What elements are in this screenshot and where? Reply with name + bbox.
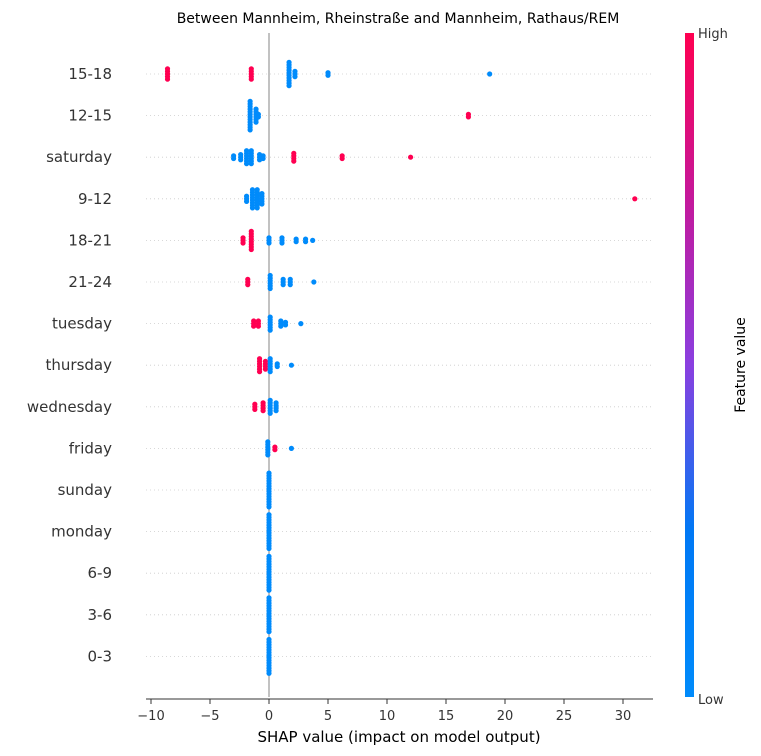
- shap-point: [231, 155, 237, 162]
- shap-point: [251, 323, 257, 329]
- shap-point: [280, 282, 286, 288]
- shap-point: [292, 74, 298, 80]
- x-tick-label: 15: [438, 709, 455, 724]
- shap-point: [253, 119, 259, 125]
- feature-label-9-12: 9-12: [78, 190, 112, 208]
- feature-label-15-18: 15-18: [68, 65, 112, 83]
- shap-point: [272, 447, 278, 453]
- shap-point: [266, 670, 272, 676]
- shap-point: [288, 362, 295, 368]
- feature-label-friday: friday: [69, 439, 112, 457]
- data-points: [164, 59, 638, 676]
- shap-point: [339, 155, 345, 162]
- shap-point: [252, 406, 258, 412]
- feature-labels: 15-18 12-15 saturday 9-12 18-21 21-24 tuesday t…: [27, 65, 112, 665]
- shap-point: [408, 154, 414, 160]
- shap-point: [266, 587, 272, 593]
- shap-point: [291, 158, 297, 164]
- shap-point: [266, 504, 272, 510]
- x-axis-title: SHAP value (impact on model output): [257, 728, 540, 746]
- shap-point: [325, 72, 331, 78]
- shap-point: [266, 629, 272, 635]
- shap-point: [287, 282, 293, 288]
- feature-label-18-21: 18-21: [68, 231, 112, 249]
- shap-point: [245, 282, 251, 288]
- shap-point: [286, 83, 292, 89]
- colorbar-low-label: Low: [698, 693, 724, 708]
- x-tick-label: 30: [615, 709, 632, 724]
- shap-point: [256, 369, 263, 375]
- grid-lines: [146, 73, 653, 657]
- shap-point: [267, 285, 273, 292]
- shap-point: [279, 240, 285, 246]
- shap-point: [265, 452, 271, 458]
- shap-point: [243, 198, 250, 204]
- x-tick-label: 25: [556, 709, 573, 724]
- colorbar: [685, 33, 694, 697]
- shap-point: [238, 157, 244, 163]
- x-tick-label: −5: [200, 709, 219, 724]
- feature-label-3-6: 3-6: [88, 606, 113, 624]
- feature-label-6-9: 6-9: [88, 564, 113, 582]
- shap-point: [266, 240, 272, 246]
- shap-point: [310, 237, 316, 243]
- feature-label-monday: monday: [51, 523, 112, 541]
- shap-point: [240, 240, 246, 246]
- shap-point: [248, 76, 254, 82]
- shap-point: [248, 246, 254, 253]
- shap-point: [164, 76, 171, 82]
- colorbar-title: Feature value: [733, 317, 749, 413]
- shap-point: [254, 205, 260, 211]
- feature-label-12-15: 12-15: [68, 107, 112, 125]
- shap-point: [255, 114, 261, 120]
- shap-point: [274, 363, 280, 370]
- chart-title: Between Mannheim, Rheinstraße and Mannhe…: [177, 11, 620, 27]
- shap-point: [311, 279, 317, 285]
- x-tick-label: −10: [137, 709, 164, 724]
- feature-label-0-3: 0-3: [88, 647, 113, 665]
- shap-point: [243, 161, 250, 167]
- shap-point: [262, 366, 269, 372]
- shap-point: [249, 205, 256, 211]
- shap-point: [247, 127, 253, 133]
- x-axis-ticks: −10 −5 0 5 10 15 20 25 30: [137, 699, 631, 724]
- feature-label-tuesday: tuesday: [52, 315, 112, 333]
- shap-point: [632, 196, 638, 202]
- x-tick-label: 10: [379, 709, 396, 724]
- shap-point: [260, 155, 266, 162]
- feature-label-wednesday: wednesday: [27, 398, 112, 416]
- feature-label-sunday: sunday: [58, 481, 113, 499]
- shap-point: [293, 239, 299, 245]
- shap-point: [255, 323, 261, 329]
- shap-point: [302, 239, 309, 245]
- shap-point: [273, 408, 279, 414]
- feature-label-saturday: saturday: [46, 148, 112, 166]
- shap-point: [288, 445, 295, 451]
- colorbar-high-label: High: [698, 27, 728, 42]
- x-tick-label: 5: [324, 709, 332, 724]
- x-tick-label: 0: [265, 709, 273, 724]
- shap-point: [266, 545, 272, 552]
- x-tick-label: 20: [497, 709, 514, 724]
- shap-point: [267, 410, 273, 416]
- shap-point: [259, 201, 265, 207]
- shap-point: [248, 161, 254, 167]
- shap-point: [278, 323, 284, 329]
- shap-point: [298, 321, 304, 327]
- feature-label-21-24: 21-24: [68, 273, 112, 291]
- feature-label-thursday: thursday: [46, 356, 113, 374]
- shap-point: [267, 327, 273, 333]
- shap-point: [260, 408, 266, 414]
- shap-point: [465, 114, 472, 120]
- shap-point: [487, 71, 493, 77]
- shap-point: [282, 322, 289, 328]
- shap-point: [267, 369, 273, 375]
